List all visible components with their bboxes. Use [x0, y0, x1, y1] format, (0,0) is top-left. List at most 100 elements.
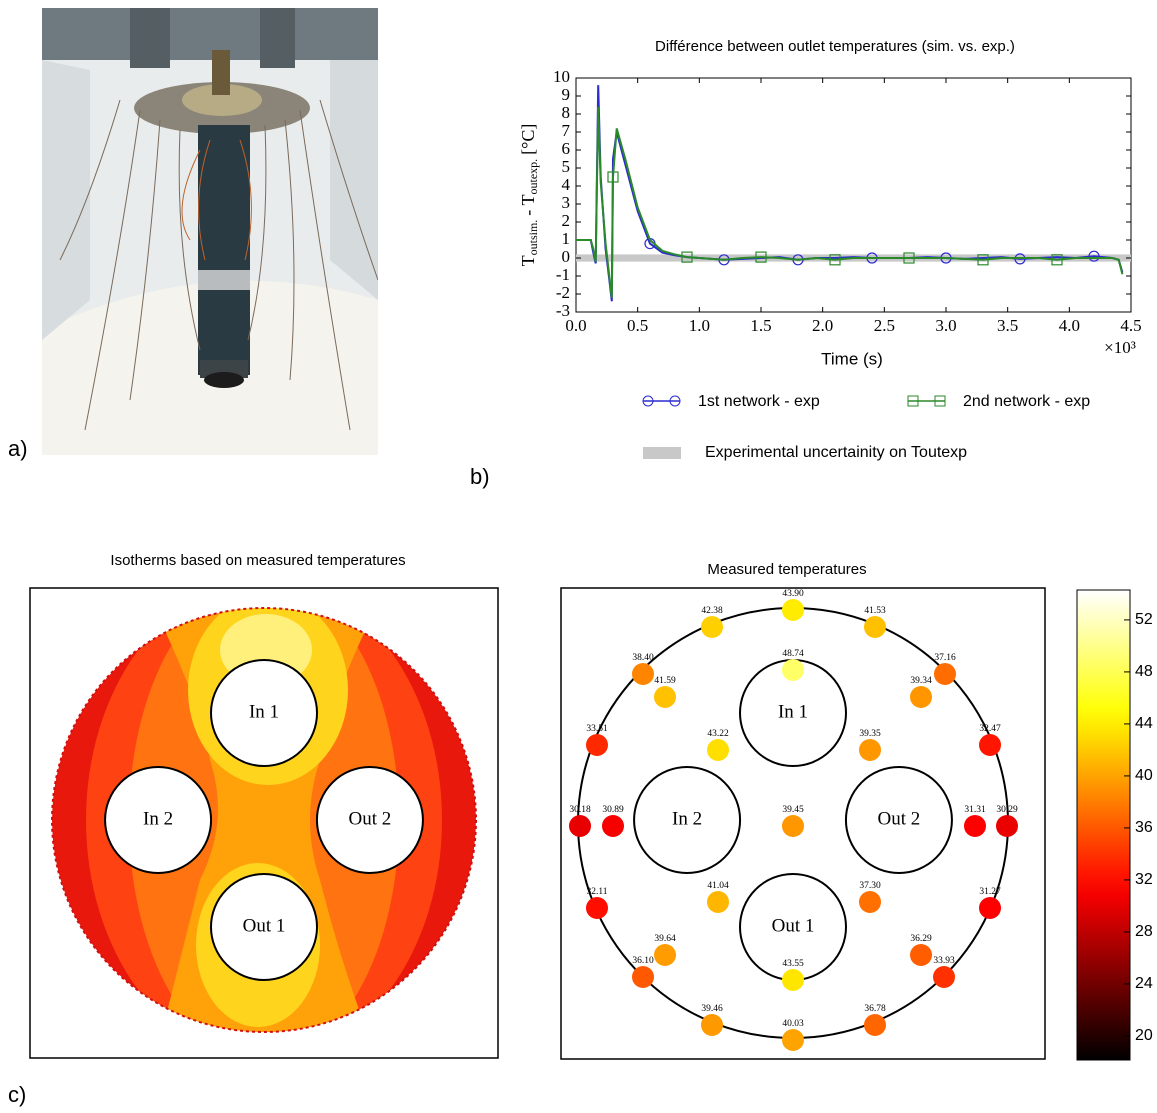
sensor: [934, 663, 956, 685]
sensor: [782, 1029, 804, 1051]
sensor: [569, 815, 591, 837]
figure: Différence between outlet temperatures (…: [0, 0, 1157, 1113]
sensor: [701, 1014, 723, 1036]
x-axis-label: Time (s): [821, 349, 883, 368]
sensor-label: 31.27: [979, 887, 1001, 897]
panel-label: c): [8, 1082, 26, 1107]
chart-title: Measured temperatures: [707, 561, 866, 578]
pipe-label: In 1: [249, 701, 279, 722]
sensor: [933, 966, 955, 988]
y-axis-label: Toutsim. - Toutexp. [°C]: [518, 124, 540, 267]
sensor: [707, 739, 729, 761]
y-tick-label: 5: [562, 157, 571, 176]
y-axis-label-part: outexp.: [526, 159, 540, 195]
sensor: [586, 734, 608, 756]
sensor-label: 41.53: [864, 606, 886, 616]
panel-label: b): [470, 464, 490, 489]
sensor-label: 37.30: [859, 881, 881, 891]
sensor: [701, 616, 723, 638]
x-tick-label: 1.5: [750, 316, 771, 335]
sensor: [707, 891, 729, 913]
y-tick-label: 6: [562, 139, 571, 158]
colorbar-tick-label: 36: [1135, 819, 1153, 836]
sensor: [632, 663, 654, 685]
sensor: [782, 599, 804, 621]
sensor: [632, 966, 654, 988]
x-tick-label: 1.0: [689, 316, 710, 335]
sensor-label: 39.35: [859, 729, 881, 739]
sensor-label: 31.31: [964, 805, 986, 815]
x-multiplier: ×10³: [1104, 338, 1136, 357]
x-tick-label: 0.5: [627, 316, 648, 335]
sensor: [654, 944, 676, 966]
legend-swatch: [643, 447, 681, 459]
x-tick-label: 4.5: [1120, 316, 1141, 335]
y-tick-label: 2: [562, 211, 571, 230]
x-tick-label: 3.0: [935, 316, 956, 335]
sensor-label: 39.46: [701, 1004, 723, 1014]
y-tick-label: 7: [562, 121, 571, 140]
y-tick-label: 10: [553, 67, 570, 86]
photo: [42, 8, 378, 455]
sensor: [654, 686, 676, 708]
y-axis-label-part: outsim.: [526, 220, 540, 256]
sensor: [864, 616, 886, 638]
sensor-label: 41.59: [654, 676, 676, 686]
colorbar-tick-label: 52: [1135, 611, 1153, 628]
sensor-label: 43.90: [782, 589, 804, 599]
sensor: [979, 734, 1001, 756]
sensor-label: 32.47: [979, 724, 1001, 734]
y-tick-label: 3: [562, 193, 571, 212]
y-tick-label: 9: [562, 85, 571, 104]
plot-frame: [576, 78, 1131, 312]
sensor-label: 48.74: [782, 649, 804, 659]
sensor-label: 42.38: [701, 606, 723, 616]
sensor-label: 39.34: [910, 676, 932, 686]
legend-label: 1st network - exp: [698, 393, 820, 410]
y-tick-label: 0: [562, 247, 571, 266]
colorbar-tick-label: 24: [1135, 975, 1153, 992]
y-axis-label-part: [°C]: [518, 124, 538, 155]
sensor-label: 39.45: [782, 805, 804, 815]
colorbar-tick-label: 44: [1135, 715, 1153, 732]
sensor: [586, 897, 608, 919]
sensor-label: 33.93: [933, 956, 955, 966]
pipe-label: Out 1: [772, 915, 815, 936]
x-tick-label: 3.5: [997, 316, 1018, 335]
sensor-label: 36.29: [910, 934, 932, 944]
x-tick-label: 2.0: [812, 316, 833, 335]
sensor: [979, 897, 1001, 919]
sensor-label: 33.51: [586, 724, 608, 734]
sensor-label: 41.04: [707, 881, 729, 891]
sensor: [782, 815, 804, 837]
y-tick-label: -3: [556, 301, 570, 320]
sensor-label: 38.40: [632, 653, 654, 663]
sensor: [910, 686, 932, 708]
sensor: [964, 815, 986, 837]
sensor-label: 36.78: [864, 1004, 886, 1014]
colorbar-tick-label: 20: [1135, 1027, 1153, 1044]
sensor-label: 30.18: [569, 805, 591, 815]
sensor: [859, 739, 881, 761]
sensor: [996, 815, 1018, 837]
sensor: [864, 1014, 886, 1036]
pipe-label: Out 1: [243, 915, 286, 936]
sensor: [602, 815, 624, 837]
colorbar-tick-label: 32: [1135, 871, 1153, 888]
sensor-label: 43.22: [707, 729, 729, 739]
y-tick-label: 8: [562, 103, 571, 122]
sensor: [910, 944, 932, 966]
pipe-label: Out 2: [878, 808, 921, 829]
sensor-label: 36.10: [632, 956, 654, 966]
sensor-label: 37.16: [934, 653, 956, 663]
y-tick-label: 1: [562, 229, 571, 248]
sensor-label: 30.89: [602, 805, 624, 815]
sensor: [782, 659, 804, 681]
y-axis-label-part: - T: [518, 195, 538, 216]
chart-title: Différence between outlet temperatures (…: [655, 38, 1015, 55]
pipe-label: In 2: [143, 808, 173, 829]
sensor: [782, 969, 804, 991]
colorbar-tick-label: 48: [1135, 663, 1153, 680]
y-axis-label-part: T: [518, 255, 538, 266]
legend-label: 2nd network - exp: [963, 393, 1090, 410]
